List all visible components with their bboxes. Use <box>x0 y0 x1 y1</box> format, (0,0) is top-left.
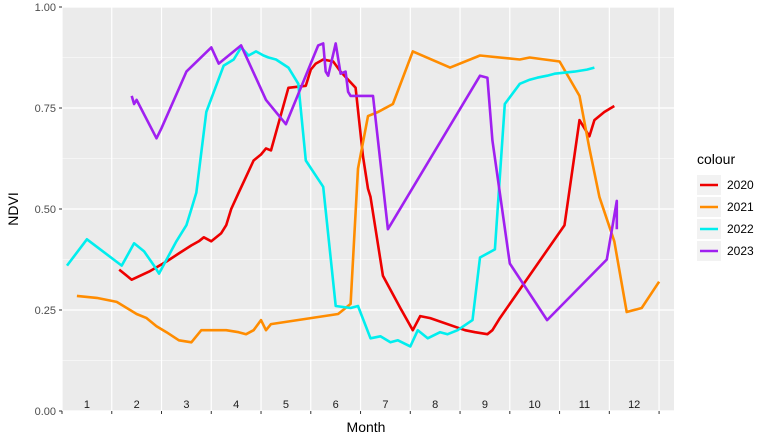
series-line-2022 <box>65 46 595 348</box>
series-line-2023 <box>130 42 619 322</box>
x-tick-label-month: 12 <box>628 399 640 411</box>
y-tick-label: 1.00 <box>35 2 56 14</box>
series-line-2021 <box>76 50 661 344</box>
x-tick-label-month: 11 <box>579 399 590 411</box>
x-tick-label-month: 8 <box>432 399 438 411</box>
legend-label-2022: 2022 <box>727 222 754 236</box>
y-tick-label: 0.75 <box>35 103 56 115</box>
legend-items: 2020 2021 2022 2023 <box>697 175 754 261</box>
legend-title: colour <box>697 151 735 167</box>
legend: colour 2020 2021 2022 2023 <box>697 151 754 261</box>
x-tick-label-month: 9 <box>482 399 488 411</box>
y-axis: 0.00 0.25 0.50 0.75 1.00 <box>35 2 62 418</box>
legend-label-2021: 2021 <box>727 200 754 214</box>
y-tick-label: 0.25 <box>35 305 56 317</box>
series-layer <box>65 42 661 348</box>
x-tick-label-month: 2 <box>134 399 140 411</box>
x-axis-title: Month <box>347 419 386 435</box>
y-tick-label: 0.00 <box>35 406 56 418</box>
x-tick-label-month: 5 <box>283 399 289 411</box>
x-tick-label-month: 7 <box>382 399 388 411</box>
x-tick-label-month: 6 <box>333 399 339 411</box>
y-tick-label: 0.50 <box>35 204 56 216</box>
series-line-2020 <box>118 58 615 336</box>
grid-minor <box>62 57 674 361</box>
x-tick-labels: 1 2 3 4 5 6 7 8 9 10 11 12 <box>84 399 641 411</box>
x-tick-label-month: 3 <box>183 399 189 411</box>
legend-label-2023: 2023 <box>727 244 754 258</box>
x-tick-label-month: 4 <box>233 399 239 411</box>
y-axis-title: NDVI <box>5 192 21 225</box>
legend-label-2020: 2020 <box>727 178 754 192</box>
x-axis-ticks <box>61 411 660 414</box>
x-tick-label-month: 1 <box>84 399 90 411</box>
x-tick-label-month: 10 <box>529 399 541 411</box>
